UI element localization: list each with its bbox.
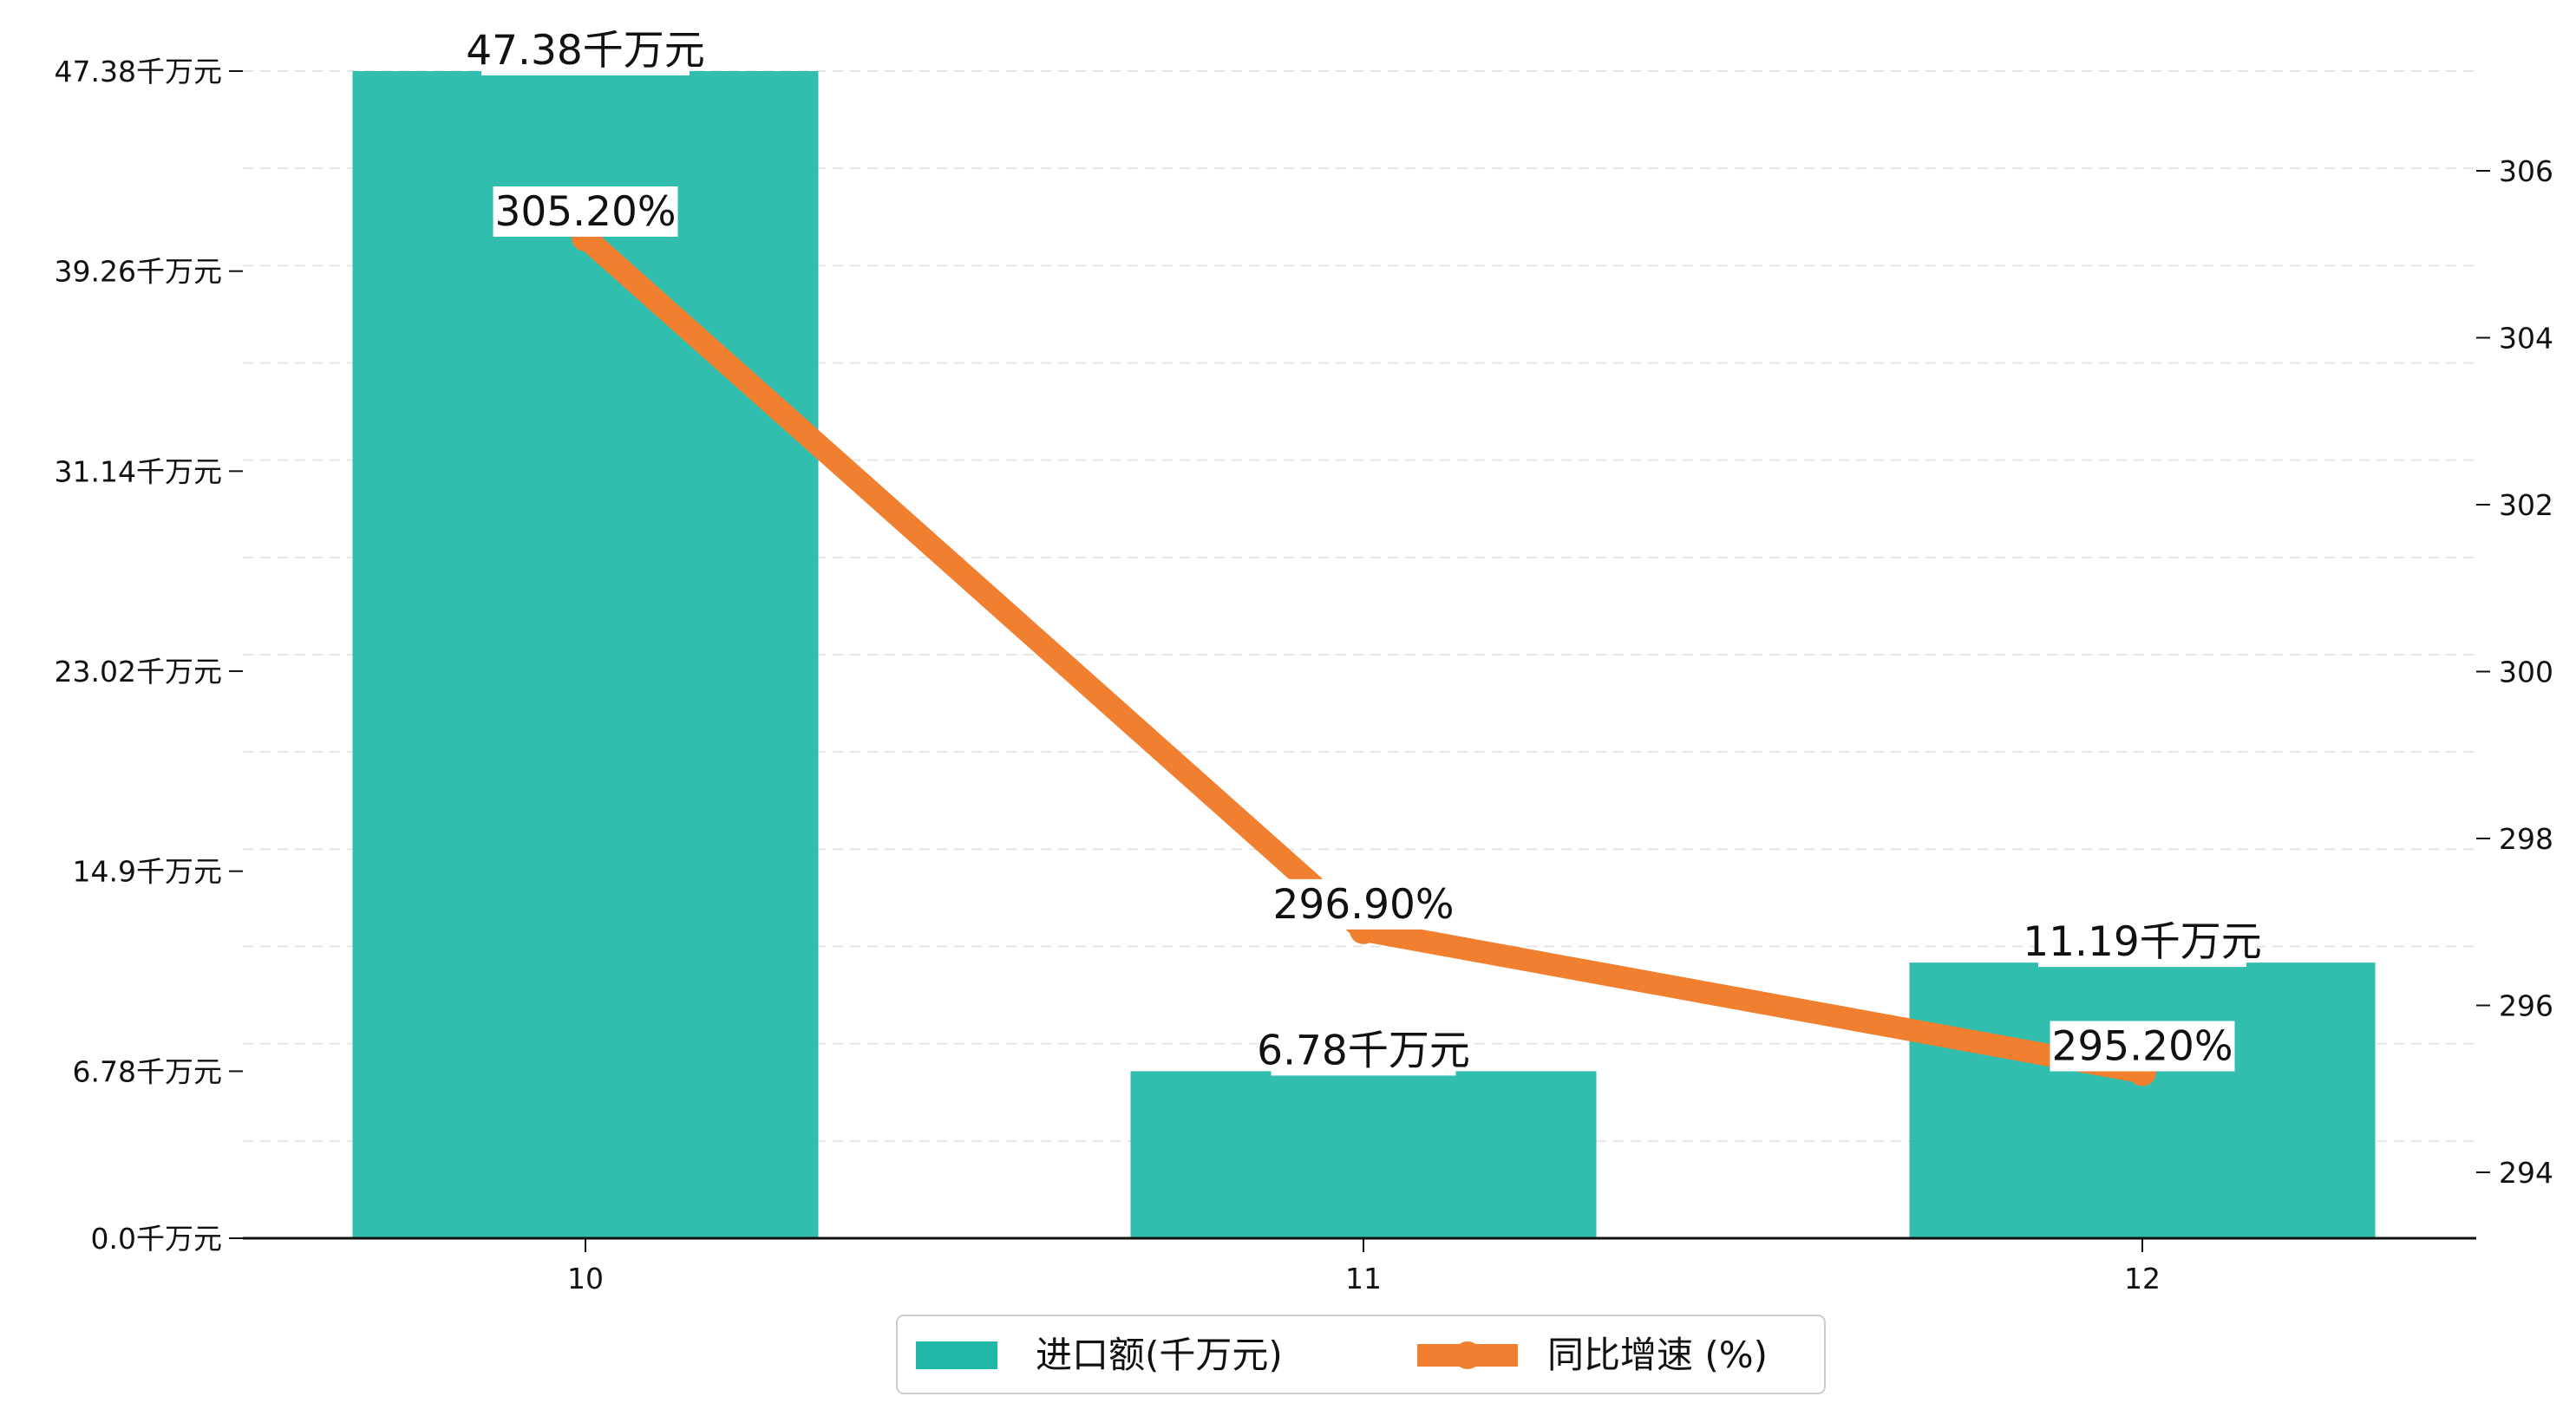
growth-value-label: 296.90% xyxy=(1272,881,1454,929)
data-labels: 47.38千万元 6.78千万元 11.19千万元 305.20% 296.90% 295… xyxy=(466,25,2262,1076)
growth-value-label-box xyxy=(2050,1021,2235,1072)
y-left-tick-label: 39.26千万元 xyxy=(55,255,222,289)
bar-value-label: 47.38千万元 xyxy=(466,27,705,75)
y-right-tick-label: 300 xyxy=(2499,656,2553,689)
bar-series xyxy=(352,71,2376,1238)
legend-bar-swatch xyxy=(916,1341,997,1369)
y-left-tick-label: 6.78千万元 xyxy=(73,1054,222,1088)
y-right-tick-label: 298 xyxy=(2499,822,2553,856)
x-tick-label: 11 xyxy=(1345,1262,1382,1295)
bar-10 xyxy=(352,71,819,1238)
y-right-tick-label: 296 xyxy=(2499,989,2553,1023)
y-left-tick-label: 31.14千万元 xyxy=(55,454,222,488)
y-right-tick-label: 294 xyxy=(2499,1156,2553,1190)
bar-value-label: 11.19千万元 xyxy=(2023,918,2262,966)
x-tick-label: 12 xyxy=(2124,1262,2161,1295)
legend-line-marker xyxy=(1454,1341,1481,1369)
y-right-tick-label: 302 xyxy=(2499,488,2553,522)
growth-value-label: 295.20% xyxy=(2051,1023,2233,1071)
bar-value-label-box xyxy=(481,25,690,75)
y-left-tick-label: 0.0千万元 xyxy=(91,1222,222,1256)
bar-value-label-box xyxy=(2038,917,2246,968)
x-tick-label: 10 xyxy=(567,1262,604,1295)
bar-11 xyxy=(1130,1071,1597,1238)
y-left-tick-label: 47.38千万元 xyxy=(55,55,222,88)
bar-value-label: 6.78千万元 xyxy=(1257,1027,1470,1074)
growth-value-label-box xyxy=(1271,878,1456,930)
axes: 0.0千万元 6.78千万元 14.9千万元 23.02千万元 31.14千万元 39.2… xyxy=(55,55,2553,1295)
y-right-tick-label: 304 xyxy=(2499,322,2553,356)
y-left-tick-label: 23.02千万元 xyxy=(55,655,222,688)
bar-value-label-box xyxy=(1271,1025,1456,1076)
legend-box xyxy=(896,1315,1826,1394)
legend-line-label: 同比增速 (%) xyxy=(1547,1334,1768,1376)
y-right-tick-label: 306 xyxy=(2499,154,2553,188)
legend-bar-label: 进口额(千万元) xyxy=(1036,1334,1283,1376)
legend: 进口额(千万元) 同比增速 (%) xyxy=(896,1315,1826,1394)
y-left-tick-label: 14.9千万元 xyxy=(73,855,222,889)
growth-value-label-box xyxy=(493,186,678,237)
growth-value-label: 305.20% xyxy=(494,188,676,236)
bar-12 xyxy=(1909,962,2376,1238)
